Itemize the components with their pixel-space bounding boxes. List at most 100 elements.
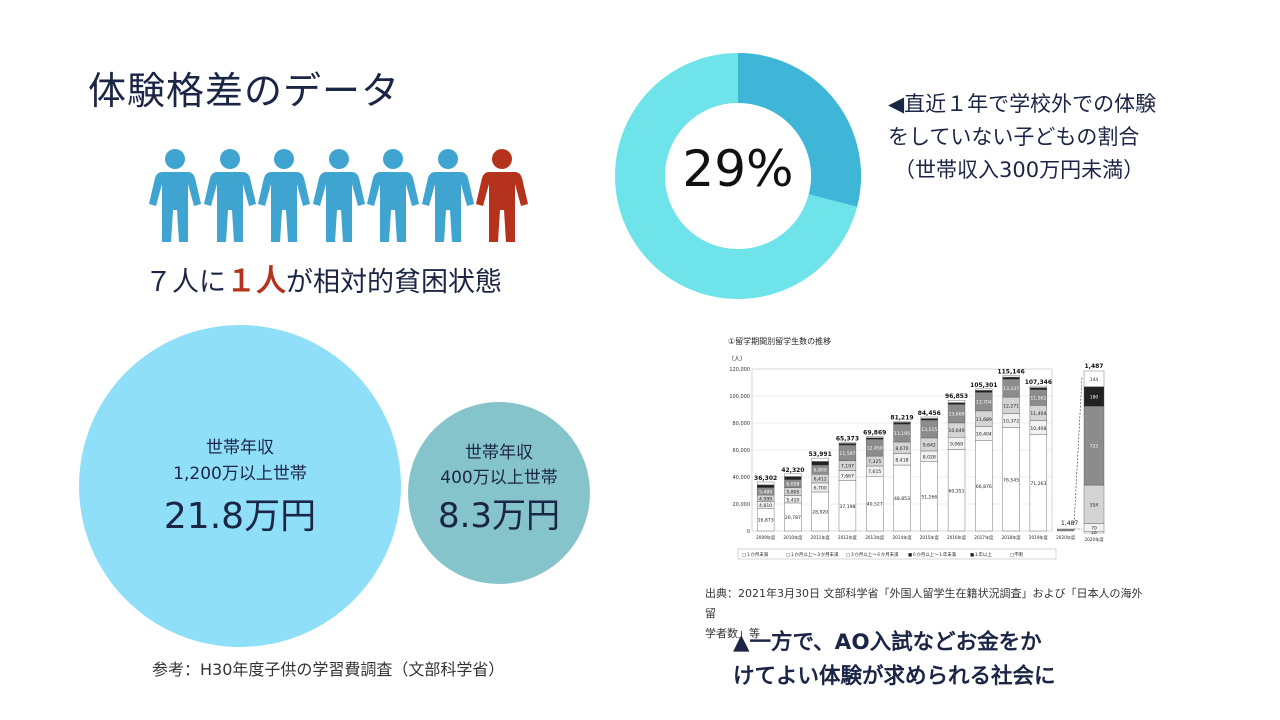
segment-label: 7,615 — [868, 469, 881, 475]
x-tick-label: 2015年度 — [920, 534, 940, 541]
segment-label: 7,667 — [841, 474, 854, 480]
segment-label: 9,642 — [923, 442, 936, 448]
bar-segment — [920, 418, 938, 421]
segment-label: 13,237 — [1003, 386, 1019, 392]
bubble-amount: 21.8万円 — [163, 496, 317, 537]
y-tick-label: 120,000 — [729, 367, 750, 373]
bar-segment — [893, 421, 911, 423]
bottom-statement: ▲一方で、AO入試などお金をか けてよい体験が求められる社会に — [733, 626, 1153, 694]
segment-label: 9,069 — [950, 441, 963, 447]
segment-label: 7,325 — [868, 459, 881, 465]
segment-label: 8,670 — [895, 446, 908, 452]
bar-segment — [1029, 387, 1048, 390]
y-tick-label: 20,000 — [733, 502, 751, 508]
y-tick-label: 100,000 — [729, 394, 750, 400]
caption-highlight: １人 — [226, 264, 286, 299]
people-caption: ７人に１人が相対的貧困状態 — [145, 256, 502, 300]
legend-item: □１か月未満 — [742, 551, 769, 558]
donut-hole — [665, 103, 811, 249]
legend-item: □不明 — [1010, 552, 1024, 558]
bar-segment — [784, 476, 802, 480]
segment-label: 13,115 — [921, 427, 937, 433]
inset-segment-label: 70 — [1091, 525, 1097, 531]
inset-category-label: 2020年度 — [1084, 536, 1104, 543]
segment-label: 11,689 — [976, 417, 992, 423]
segment-label: 76,545 — [1003, 477, 1019, 483]
y-tick-label: 60,000 — [733, 448, 751, 454]
segment-label: 5,489 — [759, 489, 772, 495]
segment-label: 10,649 — [949, 428, 965, 434]
bar-total-label: 115,146 — [997, 369, 1024, 376]
bubble-line1: 世帯年収 — [206, 438, 274, 458]
x-tick-label: 2016年度 — [947, 534, 967, 541]
segment-label: 8,418 — [895, 457, 908, 463]
segment-label: 71,263 — [1030, 481, 1046, 487]
x-tick-label: 2010年度 — [783, 534, 803, 541]
segment-label: 7,197 — [841, 464, 854, 470]
x-tick-label: 2013年度 — [865, 534, 885, 541]
person-icon — [149, 149, 201, 242]
bar-segment — [920, 416, 938, 419]
person-icon — [367, 149, 419, 242]
bubble-amount: 8.3万円 — [437, 496, 561, 536]
bubble-high-income: 世帯年収 1,200万以上世帯 21.8万円 — [79, 325, 401, 647]
segment-label: 6,058 — [786, 482, 799, 488]
segment-label: 5,805 — [786, 490, 799, 496]
legend-item: ■６か月以上～１年未満 — [908, 551, 957, 558]
bubble-line1: 世帯年収 — [465, 443, 533, 463]
inset-bar-segment — [1083, 370, 1105, 387]
donut-segment — [737, 53, 861, 207]
segment-label: 48,853 — [894, 496, 910, 502]
bottom-line: ▲一方で、AO入試などお金をか — [733, 630, 1042, 655]
x-tick-label: 2011年度 — [811, 534, 831, 541]
x-tick-label: 2012年度 — [838, 534, 858, 541]
inset-segment-label: 180 — [1090, 394, 1099, 400]
segment-label: 10,404 — [976, 432, 992, 438]
donut-chart — [615, 53, 861, 299]
bar-total-label: 84,456 — [918, 410, 941, 417]
caption-suffix: が相対的貧困状態 — [286, 267, 502, 298]
bubble-line2: 1,200万以上世帯 — [173, 464, 307, 484]
bar-segment — [947, 400, 966, 403]
bar-segment — [1056, 528, 1075, 532]
segment-label: 12,450 — [867, 446, 883, 452]
segment-label: 6,412 — [814, 477, 827, 483]
segment-label: 51,266 — [921, 494, 937, 500]
bar-segment — [866, 436, 884, 438]
bubble-mid-income: 世帯年収 400万以上世帯 8.3万円 — [408, 402, 590, 584]
segment-label: 6,700 — [814, 485, 827, 491]
person-icon — [203, 149, 256, 242]
segment-label: 10,408 — [1030, 426, 1046, 432]
x-tick-label: 2014年度 — [892, 534, 912, 541]
segment-label: 20,787 — [785, 515, 801, 521]
source-line: 出典：2021年3月30日 文部科学省「外国人留学生在籍状況調査」および「日本人… — [705, 587, 1143, 620]
bar-segment — [756, 481, 775, 486]
segment-label: 12,271 — [1003, 403, 1019, 409]
bar-total-label: 81,219 — [890, 414, 913, 421]
legend-item: □１か月以上～３か月未満 — [786, 551, 839, 558]
bar-segment — [866, 437, 884, 440]
source-note-left: 参考：H30年度子供の学習費調査（文部科学省） — [152, 660, 505, 679]
segment-label: 11,597 — [839, 451, 855, 457]
inset-segment-label: 354 — [1090, 502, 1099, 508]
bar-segment — [893, 422, 911, 425]
inset-total-label: 1,487 — [1085, 363, 1104, 370]
bar-total-label: 69,869 — [863, 430, 886, 437]
bubble-line2: 400万以上世帯 — [440, 468, 558, 488]
x-tick-label: 2018年度 — [1002, 534, 1022, 541]
bar-segment — [1002, 375, 1020, 378]
bar-segment — [1002, 376, 1020, 380]
bar-total-label: 1,487 — [1061, 520, 1078, 527]
segment-label: 4,810 — [759, 503, 772, 509]
segment-label: 11,404 — [1030, 411, 1046, 417]
person-icon — [258, 149, 310, 242]
bar-segment — [975, 388, 993, 391]
x-tick-label: 2019年度 — [1029, 534, 1049, 541]
bar-total-label: 53,991 — [809, 451, 832, 458]
y-tick-label: 40,000 — [733, 475, 751, 481]
segment-label: 11,562 — [1030, 396, 1046, 402]
segment-label: 66,876 — [976, 484, 992, 490]
x-tick-label: 2020年度 — [1056, 534, 1076, 541]
segment-label: 37,198 — [839, 504, 855, 510]
legend-item: ■１年以上 — [970, 551, 992, 558]
